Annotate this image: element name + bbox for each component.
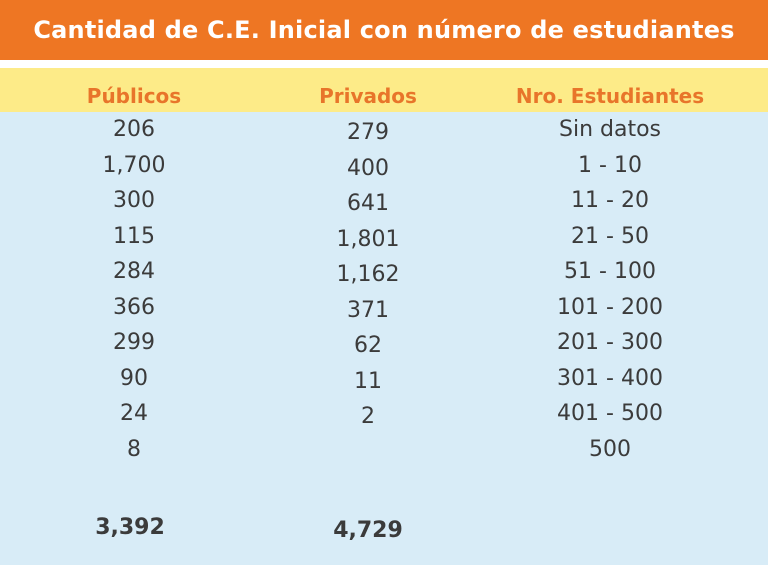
header-publicos: Públicos	[86, 84, 182, 108]
table-cell: 300	[113, 188, 155, 213]
title-text: Cantidad de C.E. Inicial con número de e…	[33, 16, 735, 44]
table-cell: 1,700	[102, 153, 166, 178]
table-cell: 401 - 500	[557, 401, 663, 426]
table-cell: 51 - 100	[564, 259, 656, 284]
table-cell: 1,801	[336, 227, 400, 252]
table-cell: 279	[347, 120, 389, 145]
table-cell: 366	[113, 295, 155, 320]
total-privados: 4,729	[333, 518, 403, 543]
table-cell: 206	[113, 117, 155, 142]
divider	[0, 60, 768, 68]
table-body	[0, 112, 768, 565]
header-nro-estudiantes: Nro. Estudiantes	[515, 84, 705, 108]
table-cell: 641	[347, 191, 389, 216]
table-cell: 90	[120, 366, 148, 391]
table-cell: 21 - 50	[571, 224, 649, 249]
table-cell: 11	[354, 369, 382, 394]
table-cell: 1,162	[336, 262, 400, 287]
table-cell: 24	[120, 401, 148, 426]
table-cell: 284	[113, 259, 155, 284]
table-cell: 371	[347, 298, 389, 323]
table-cell: 8	[127, 437, 141, 462]
table-cell: 2	[361, 404, 375, 429]
header-privados: Privados	[319, 84, 417, 108]
table-cell: 115	[113, 224, 155, 249]
table-cell: 301 - 400	[557, 366, 663, 391]
table-cell: 400	[347, 156, 389, 181]
table-cell: 62	[354, 333, 382, 358]
table-cell: 11 - 20	[571, 188, 649, 213]
table-cell: 500	[589, 437, 631, 462]
total-publicos: 3,392	[95, 515, 165, 540]
table-cell: Sin datos	[558, 117, 662, 142]
table-cell: 201 - 300	[557, 330, 663, 355]
table-cell: 299	[113, 330, 155, 355]
table-cell: 101 - 200	[557, 295, 663, 320]
header-band	[0, 68, 768, 112]
table-cell: 1 - 10	[578, 153, 642, 178]
page-title: Cantidad de C.E. Inicial con número de e…	[0, 0, 768, 60]
